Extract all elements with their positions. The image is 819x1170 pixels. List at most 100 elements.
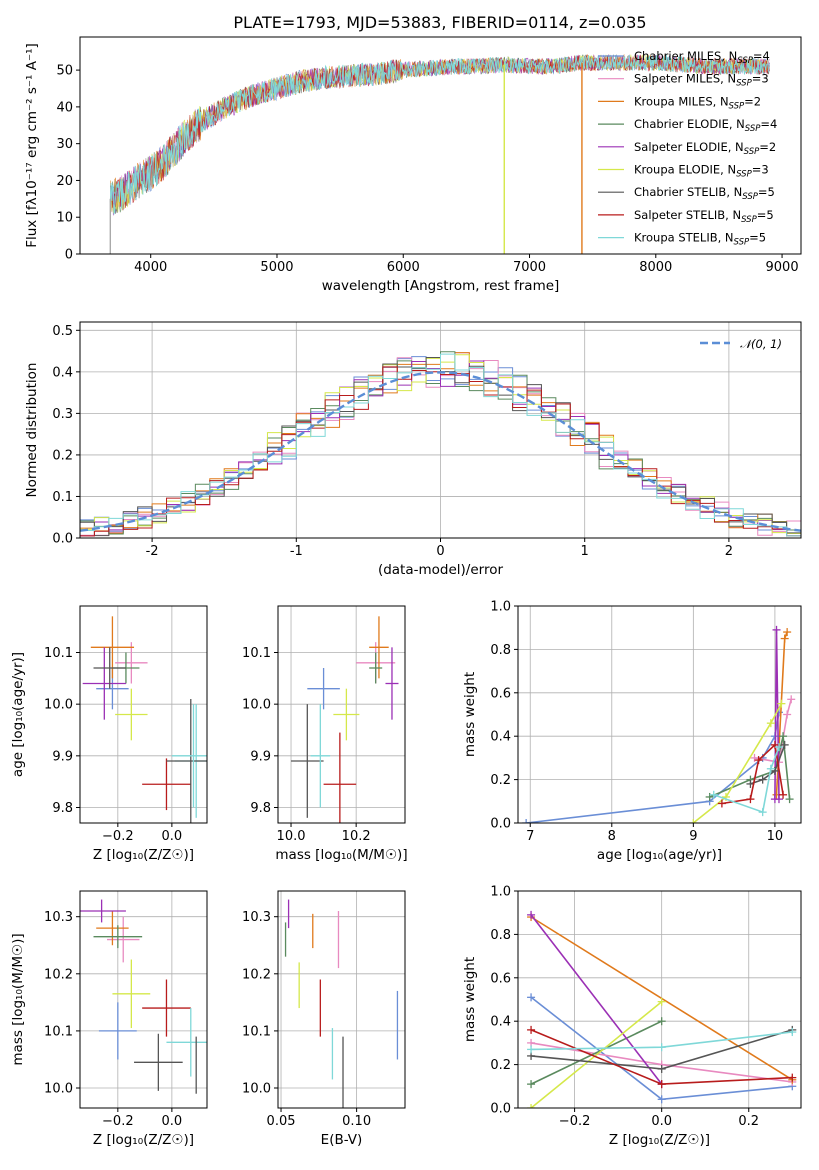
x-tick-label: 2 (725, 544, 733, 559)
y-tick-label: 10.3 (44, 910, 73, 925)
y-tick-label: 0.0 (490, 817, 511, 832)
y-tick-label: 0.3 (52, 407, 73, 422)
y-axis-label: mass [log₁₀(M/M☉)] (10, 933, 26, 1065)
y-tick-label: 0 (65, 248, 73, 263)
y-tick-label: 0.8 (490, 643, 511, 658)
y-tick-label: 10.0 (242, 698, 271, 713)
mass_vs_Z-axes: −0.2 0.0 10.0 10.1 10.2 10.3 Z [log₁₀(Z/Z☉)] ma… (10, 891, 207, 1148)
x-tick-label: 0.05 (267, 1114, 296, 1129)
y-tick-label: 0.4 (490, 730, 511, 745)
weight-line-4 (530, 914, 663, 1085)
y-tick-label: 9.9 (52, 749, 73, 764)
x-tick-label: 5000 (260, 260, 293, 275)
histogram-legend: 𝒩(0, 1) (700, 337, 782, 351)
age_vs_Z-points (82, 616, 207, 823)
age_vs_mass-frame (277, 605, 406, 824)
y-tick-label: 10 (56, 211, 73, 226)
x-tick-label: 8 (608, 829, 616, 844)
x-axis-label: E(B-V) (321, 1132, 363, 1148)
legend-label: Salpeter MILES, NSSP=3 (634, 72, 769, 89)
x-tick-label: 9000 (766, 260, 799, 275)
y-tick-label: 0.6 (490, 971, 511, 986)
weight-line-1 (754, 699, 792, 764)
x-tick-label: 0.0 (162, 1114, 183, 1129)
x-tick-label: -2 (146, 544, 159, 559)
x-tick-label: 0.10 (342, 1114, 371, 1129)
residuals-axes: -2 -1 0 1 2 0.0 0.1 0.2 0.3 0.4 0.5 (data-model)/er… (24, 322, 801, 578)
weight-line-5 (530, 1001, 663, 1108)
x-tick-label: −0.2 (102, 1114, 134, 1129)
x-tick-label: 9 (689, 829, 697, 844)
legend-label: Chabrier STELIB, NSSP=5 (634, 185, 775, 202)
weight_vs_Z-frame (517, 890, 802, 1109)
y-tick-label: 0.0 (52, 532, 73, 547)
histogram-frame (79, 321, 802, 539)
y-axis-label: Normed distribution (24, 363, 40, 498)
x-tick-label: -1 (290, 544, 303, 559)
x-tick-label: −0.2 (102, 829, 134, 844)
y-tick-label: 10.1 (44, 646, 73, 661)
y-tick-label: 9.8 (52, 801, 73, 816)
y-tick-label: 0.2 (52, 448, 73, 463)
weight_vs_age-series (522, 625, 796, 823)
x-axis-label: Z [log₁₀(Z/Z☉)] (609, 1132, 710, 1148)
mass_vs_Z-points (80, 899, 207, 1094)
y-tick-label: 10.2 (44, 967, 73, 982)
y-tick-label: 0.4 (490, 1015, 511, 1030)
legend-label: Salpeter STELIB, NSSP=5 (634, 208, 774, 225)
x-axis-label: wavelength [Angstrom, rest frame] (322, 278, 560, 294)
y-tick-label: 50 (56, 64, 73, 79)
y-tick-label: 10.1 (44, 1024, 73, 1039)
spectrum-axes: 4000 5000 6000 7000 8000 9000 0 10 20 30 40 50 wavel… (24, 43, 799, 294)
x-axis-label: (data-model)/error (378, 562, 504, 578)
x-tick-label: 6000 (387, 260, 420, 275)
y-tick-label: 10.0 (44, 1082, 73, 1097)
x-axis-label: Z [log₁₀(Z/Z☉)] (93, 1132, 194, 1148)
spectrum-line-5 (110, 54, 770, 214)
spectrum-legend: Chabrier MILES, NSSP=4 Salpeter MILES, NS… (598, 49, 777, 248)
x-tick-label: 0.0 (651, 1114, 672, 1129)
legend-label: Kroupa ELODIE, NSSP=3 (634, 163, 769, 180)
weight-line-0 (526, 712, 780, 823)
legend-label: 𝒩(0, 1) (740, 337, 782, 351)
x-tick-label: 10.2 (342, 829, 371, 844)
y-tick-label: 10.3 (242, 910, 271, 925)
legend-label: Kroupa STELIB, NSSP=5 (634, 231, 766, 248)
x-axis-label: age [log₁₀(age/yr)] (597, 847, 722, 863)
x-tick-label: 7000 (513, 260, 546, 275)
weight_vs_Z-axes: −0.2 0.0 0.2 0.0 0.2 0.4 0.6 0.8 1.0 Z [log₁₀(Z/Z… (462, 885, 801, 1148)
y-tick-label: 0.4 (52, 365, 73, 380)
age_vs_Z-axes: −0.2 0.0 9.8 9.9 10.0 10.1 Z [log₁₀(Z/Z☉)] age … (10, 606, 207, 863)
mass_vs_Z-frame (79, 890, 208, 1109)
mass_vs_EBV-axes: 0.05 0.10 10.0 10.1 10.2 10.3 E(B-V) (242, 891, 405, 1148)
x-tick-label: 10 (767, 829, 784, 844)
weight_vs_Z-series (527, 910, 797, 1108)
figure-title: PLATE=1793, MJD=53883, FIBERID=0114, z=0… (233, 13, 646, 32)
age_vs_Z-frame (79, 605, 208, 824)
x-tick-label: 0.2 (738, 1114, 759, 1129)
age_vs_mass-axes: 10.0 10.2 9.8 9.9 10.0 10.1 mass [log₁₀(M/M☉)] (242, 606, 408, 863)
x-tick-label: 1 (581, 544, 589, 559)
y-tick-label: 10.0 (44, 698, 73, 713)
x-axis-label: Z [log₁₀(Z/Z☉)] (93, 847, 194, 863)
y-axis-label: age [log₁₀(age/yr)] (10, 652, 26, 777)
y-tick-label: 0.0 (490, 1102, 511, 1117)
y-tick-label: 0.2 (490, 1058, 511, 1073)
y-tick-label: 10.1 (242, 1024, 271, 1039)
y-tick-label: 20 (56, 174, 73, 189)
weight-line-5 (692, 703, 783, 823)
y-tick-label: 0.8 (490, 928, 511, 943)
y-tick-label: 0.2 (490, 773, 511, 788)
y-axis-label: mass weight (462, 957, 478, 1042)
y-tick-label: 9.8 (250, 801, 271, 816)
weight-line-8 (713, 746, 780, 814)
x-tick-label: 10.0 (277, 829, 306, 844)
y-tick-label: 30 (56, 137, 73, 152)
y-tick-label: 1.0 (490, 600, 511, 615)
y-tick-label: 9.9 (250, 749, 271, 764)
legend-label: Kroupa MILES, NSSP=2 (634, 94, 761, 111)
legend-label: Chabrier MILES, NSSP=4 (634, 49, 770, 66)
legend-label: Chabrier ELODIE, NSSP=4 (634, 117, 777, 134)
mass_vs_EBV-frame (277, 890, 406, 1109)
spectrum-series-group (109, 53, 770, 254)
